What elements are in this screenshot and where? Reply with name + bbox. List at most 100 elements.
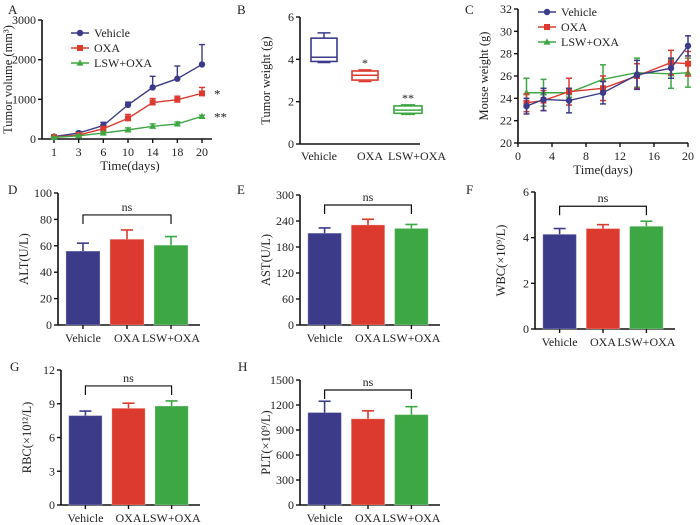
x-tick-label: LSW+OXA — [388, 149, 446, 163]
y-tick-label: 60 — [40, 239, 52, 253]
bar — [585, 228, 621, 330]
x-tick-label: 0 — [515, 149, 521, 163]
significance-bracket: ns — [84, 371, 173, 395]
series-oxa — [523, 49, 691, 113]
y-tick-label: 900 — [276, 423, 294, 437]
panel-e: E 0 60 120 180 240 300 AST(U/L) Vehicle OXA LSW+OX… — [237, 182, 441, 345]
panel-f: F 0 2 4 6 WBC(×10⁹/L) Vehicle OXA LSW+OXA ns — [466, 182, 676, 349]
bar — [68, 415, 103, 506]
x-axis-label: Time(days) — [573, 162, 632, 177]
panel-label: H — [238, 359, 247, 374]
marker-square — [125, 115, 131, 122]
series-line — [526, 45, 689, 107]
y-tick-label: 600 — [276, 448, 294, 462]
panel-label: C — [465, 2, 474, 17]
bar-vehicle — [542, 227, 577, 330]
marker-circle — [667, 64, 675, 72]
y-tick-label: 2000 — [12, 53, 36, 67]
bar-vehicle — [68, 410, 103, 506]
y-tick-label: 1200 — [270, 398, 294, 412]
y-tick-label: 1500 — [270, 373, 294, 387]
series-lsw-oxa — [50, 112, 206, 141]
legend-label: LSW+OXA — [561, 35, 619, 49]
bar-lsw-oxa — [154, 400, 189, 506]
x-tick-label: OXA — [355, 511, 381, 525]
y-tick-label: 0 — [523, 322, 529, 336]
bar-oxa — [585, 223, 621, 330]
x-tick-label: Vehicle — [307, 331, 343, 345]
bar — [394, 414, 429, 506]
bar-lsw-oxa — [629, 220, 664, 330]
marker-triangle — [124, 126, 132, 133]
bar — [307, 412, 342, 506]
y-tick-label: 120 — [276, 266, 294, 280]
marker-triangle — [99, 129, 107, 136]
y-tick-label: 40 — [40, 265, 52, 279]
marker-circle — [198, 61, 206, 68]
x-tick-label: OXA — [116, 511, 142, 525]
bracket-label: ns — [598, 191, 609, 205]
bar — [394, 227, 429, 326]
y-tick-label: 6 — [49, 431, 55, 445]
marker-triangle — [149, 122, 157, 129]
x-tick-label: 8 — [583, 149, 589, 163]
y-tick-label: 0 — [288, 498, 294, 512]
y-axis-label: RBC(×10¹²/L) — [20, 402, 34, 474]
y-tick-label: 4 — [523, 231, 529, 245]
marker-circle — [633, 71, 641, 79]
x-tick-label: Vehicle — [67, 511, 103, 525]
panel-label: D — [8, 182, 17, 197]
y-axis-label: ALT(U/L) — [17, 233, 31, 285]
x-tick-label: Vehicle — [542, 335, 578, 349]
marker-circle — [540, 96, 547, 103]
significance-marker: ** — [402, 91, 414, 105]
x-tick-label: 10 — [122, 145, 134, 159]
y-axis-label: Tumor weight (g) — [259, 36, 273, 124]
y-tick-label: 0 — [49, 498, 55, 512]
legend-label: OXA — [561, 20, 587, 34]
y-tick-label: 28 — [500, 47, 512, 61]
y-tick-label: 300 — [276, 188, 294, 202]
marker-circle — [124, 101, 132, 109]
y-tick-label: 3 — [49, 464, 55, 478]
significance-bracket: ns — [82, 200, 172, 224]
bar — [350, 224, 386, 326]
panel-g: G 0 3 6 9 12 RBC(×10¹²/L) Vehicle OXA LSW+OXA ns — [10, 359, 201, 525]
y-axis-label: AST(U/L) — [259, 234, 273, 286]
series-vehicle — [523, 35, 692, 115]
y-tick-label: 9 — [49, 397, 55, 411]
x-tick-label: OXA — [355, 331, 381, 345]
x-tick-label: LSW+OXA — [617, 335, 675, 349]
box-oxa: * — [351, 56, 379, 83]
bar — [65, 250, 101, 326]
y-tick-label: 0 — [46, 318, 52, 332]
significance-marker: ** — [214, 109, 227, 124]
y-tick-label: 240 — [276, 214, 294, 228]
x-tick-label: LSW+OXA — [142, 331, 200, 345]
x-tick-label: OXA — [590, 335, 616, 349]
panel-label: B — [237, 2, 246, 17]
bar-oxa — [350, 410, 386, 506]
marker-triangle — [543, 38, 551, 45]
bar-lsw-oxa — [153, 235, 189, 326]
bracket-label: ns — [363, 190, 374, 204]
bar — [153, 244, 189, 326]
x-tick-label: 20 — [682, 149, 694, 163]
box-lsw-oxa: ** — [393, 91, 423, 116]
legend-label: OXA — [94, 41, 120, 55]
significance-bracket: ns — [324, 190, 412, 214]
marker-circle — [543, 8, 551, 16]
x-tick-label: 4 — [549, 149, 555, 163]
y-tick-label: 26 — [500, 69, 512, 83]
marker-square — [199, 90, 205, 97]
bar — [350, 418, 386, 506]
x-tick-label: 14 — [147, 145, 159, 159]
panel-h: H 0 300 600 900 1200 1500 PLT(×10⁹/L) Vehicle OXA… — [238, 359, 441, 525]
x-tick-label: 6 — [100, 145, 106, 159]
significance-bracket: ns — [558, 191, 648, 216]
significance-marker: * — [362, 56, 368, 70]
y-tick-label: 0 — [30, 132, 36, 146]
y-tick-label: 24 — [500, 91, 512, 105]
